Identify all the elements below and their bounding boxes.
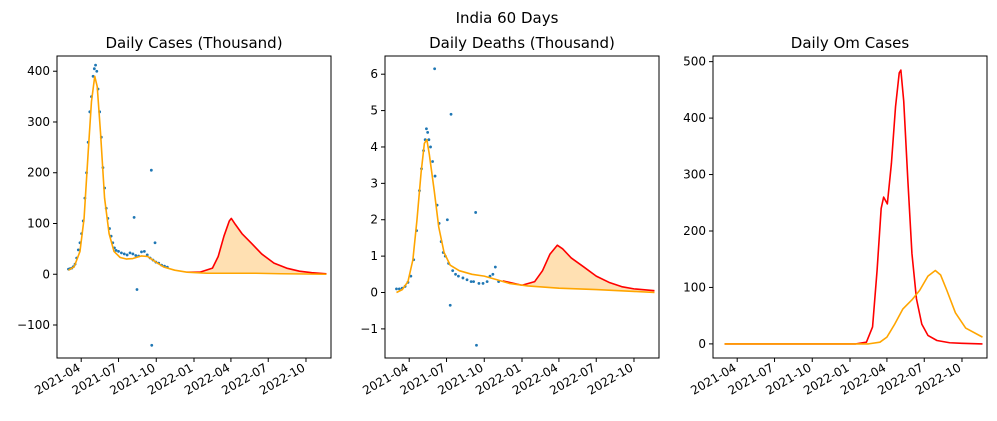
scatter-point bbox=[491, 272, 495, 276]
y-tick-label: 0 bbox=[698, 337, 706, 351]
chart-panel-2: Daily Deaths (Thousand)−101234562021-042… bbox=[360, 34, 660, 398]
y-tick-label: 200 bbox=[27, 166, 50, 180]
y-tick-label: 6 bbox=[370, 67, 378, 81]
scatter-point bbox=[76, 248, 80, 252]
scatter-point bbox=[475, 343, 478, 347]
y-tick-label: 3 bbox=[370, 176, 378, 190]
y-tick-label: 4 bbox=[370, 140, 378, 154]
red-line bbox=[724, 69, 983, 345]
scatter-point bbox=[117, 250, 120, 253]
scatter-point bbox=[433, 174, 437, 178]
scatter-point bbox=[493, 265, 497, 269]
y-tick-label: 1 bbox=[370, 249, 378, 263]
y-tick-label: 0 bbox=[42, 267, 50, 281]
scatter-point bbox=[431, 160, 434, 163]
scatter-point bbox=[149, 168, 153, 172]
scatter-point bbox=[122, 252, 126, 256]
scatter-point bbox=[426, 131, 430, 134]
scatter-point bbox=[454, 272, 457, 276]
y-tick-label: 5 bbox=[370, 104, 378, 118]
scatter-point bbox=[451, 269, 455, 273]
scatter-point bbox=[91, 74, 95, 78]
scatter-point bbox=[472, 280, 475, 283]
scatter-point bbox=[95, 69, 99, 73]
scatter-point bbox=[461, 276, 465, 280]
chart-panels: Daily Cases (Thousand)−10001002003004002… bbox=[17, 34, 988, 398]
scatter-point bbox=[449, 112, 453, 116]
y-tick-label: 200 bbox=[683, 224, 706, 238]
chart-title: Daily Om Cases bbox=[791, 34, 910, 52]
scatter-point bbox=[134, 254, 138, 257]
scatter-point bbox=[395, 287, 398, 291]
shaded-band bbox=[187, 218, 327, 275]
scatter-point bbox=[485, 280, 489, 283]
y-tick-label: 300 bbox=[27, 115, 50, 129]
scatter-point bbox=[427, 138, 431, 142]
figure-suptitle: India 60 Days bbox=[456, 9, 559, 27]
y-tick-label: 500 bbox=[683, 55, 706, 69]
y-tick-label: 0 bbox=[370, 286, 378, 300]
y-tick-label: 400 bbox=[27, 64, 50, 78]
y-tick-label: 2 bbox=[370, 213, 378, 227]
y-tick-label: 100 bbox=[27, 216, 50, 230]
scatter-point bbox=[135, 288, 139, 291]
scatter-point bbox=[153, 241, 157, 245]
red-line bbox=[187, 217, 327, 275]
scatter-point bbox=[114, 249, 118, 252]
chart-panel-3: Daily Om Cases01002003004005002021-04202… bbox=[683, 34, 988, 398]
orange-line bbox=[724, 269, 983, 345]
scatter-point bbox=[128, 251, 132, 255]
chart-panel-1: Daily Cases (Thousand)−10001002003004002… bbox=[17, 34, 332, 398]
red-line bbox=[502, 244, 655, 292]
scatter-point bbox=[481, 282, 485, 285]
scatter-point bbox=[474, 211, 478, 214]
scatter-point bbox=[131, 252, 135, 256]
scatter-point bbox=[397, 287, 401, 291]
scatter-point bbox=[92, 67, 96, 71]
y-tick-label: 100 bbox=[683, 280, 706, 294]
scatter-point bbox=[425, 127, 428, 131]
y-tick-label: 400 bbox=[683, 111, 706, 125]
scatter-point bbox=[125, 253, 129, 257]
y-tick-label: −1 bbox=[360, 322, 378, 336]
scatter-point bbox=[132, 216, 136, 219]
scatter-point bbox=[150, 343, 154, 347]
scatter-point bbox=[429, 145, 432, 149]
orange-line bbox=[396, 138, 655, 294]
chart-title: Daily Deaths (Thousand) bbox=[429, 34, 615, 52]
scatter-point bbox=[465, 278, 469, 282]
shaded-band bbox=[502, 245, 655, 293]
y-tick-label: −100 bbox=[17, 318, 50, 332]
y-tick-label: 300 bbox=[683, 168, 706, 182]
scatter-point bbox=[445, 218, 449, 222]
scatter-point bbox=[94, 63, 97, 67]
scatter-point bbox=[433, 67, 437, 71]
axes-frame bbox=[384, 55, 660, 359]
chart-title: Daily Cases (Thousand) bbox=[105, 34, 282, 52]
scatter-point bbox=[142, 250, 146, 253]
scatter-point bbox=[469, 280, 473, 283]
axes-frame bbox=[712, 55, 988, 359]
orange-line bbox=[68, 75, 327, 276]
scatter-point bbox=[120, 251, 123, 255]
scatter-point bbox=[477, 282, 481, 285]
scatter-point bbox=[140, 250, 143, 254]
scatter-point bbox=[457, 274, 460, 278]
scatter-point bbox=[448, 303, 452, 307]
